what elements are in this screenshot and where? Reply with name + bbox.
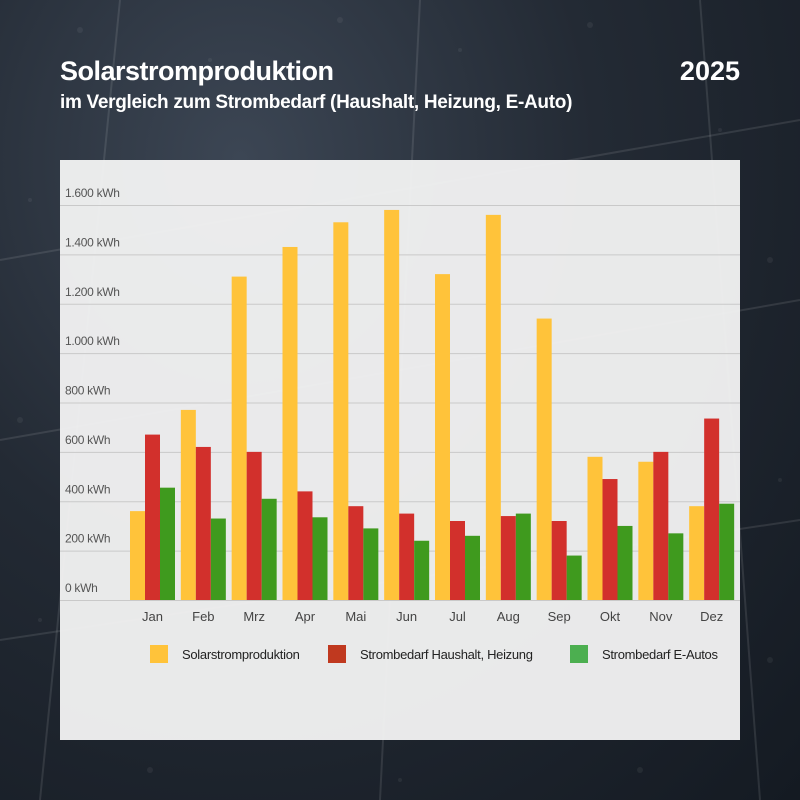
year-label: 2025 [679, 56, 740, 86]
bar-household-mai [348, 506, 364, 600]
bar-ev-mai [363, 528, 379, 600]
y-tick-label: 800 kWh [65, 384, 110, 398]
bar-solar-dez [689, 506, 705, 600]
x-tick-label: Nov [649, 609, 673, 624]
bar-chart: 0 kWh 200 kWh 400 kWh 600 kWh 800 kWh 1.000 k… [60, 186, 740, 624]
chart-panel: 0 kWh 200 kWh 400 kWh 600 kWh 800 kWh 1.000 k… [60, 160, 740, 740]
y-tick-label: 1.600 kWh [65, 186, 120, 200]
x-tick-label: Aug [497, 609, 520, 624]
chart-subtitle: im Vergleich zum Strombedarf (Haushalt, … [60, 92, 573, 113]
y-tick-label: 400 kWh [65, 482, 110, 496]
legend-label-household: Strombedarf Haushalt, Heizung [360, 646, 533, 662]
bar-solar-sep [536, 318, 552, 600]
bar-ev-okt [617, 525, 633, 600]
legend-swatch-solar [150, 645, 168, 663]
bar-household-jun [399, 513, 415, 600]
bar-ev-jan [160, 487, 175, 600]
bar-household-dez [704, 418, 720, 600]
bar-solar-jun [384, 209, 400, 600]
bar-solar-okt [587, 456, 603, 600]
x-tick-label: Jun [396, 609, 417, 624]
y-axis-ticks: 0 kWh 200 kWh 400 kWh 600 kWh 800 kWh 1.000 k… [65, 186, 120, 595]
bar-household-jan [145, 434, 160, 600]
x-tick-label: Okt [600, 609, 621, 624]
y-tick-label: 200 kWh [65, 532, 110, 546]
bar-household-jul [450, 521, 465, 600]
bar-household-feb [195, 446, 211, 600]
y-tick-label: 1.400 kWh [65, 235, 120, 249]
bar-solar-aug [485, 214, 501, 600]
bar-ev-nov [668, 533, 684, 600]
bar-household-aug [500, 516, 516, 600]
bar-solar-feb [180, 409, 196, 600]
legend: Solarstromproduktion Strombedarf Haushal… [150, 642, 740, 666]
x-tick-label: Sep [548, 609, 571, 624]
bar-solar-jul [435, 274, 450, 600]
x-tick-label: Mrz [243, 609, 265, 624]
x-tick-label: Jul [449, 609, 466, 624]
x-tick-label: Apr [295, 609, 316, 624]
x-tick-label: Mai [345, 609, 366, 624]
bar-ev-apr [312, 517, 328, 600]
bar-household-nov [653, 451, 669, 600]
bar-household-mrz [246, 451, 262, 600]
bar-ev-sep [566, 555, 582, 600]
legend-swatch-ev [570, 645, 588, 663]
x-tick-label: Feb [192, 609, 214, 624]
bar-ev-mrz [261, 498, 277, 600]
bar-ev-aug [515, 513, 531, 600]
legend-item-household: Strombedarf Haushalt, Heizung [328, 642, 533, 666]
y-tick-label: 1.200 kWh [65, 285, 120, 299]
chart-title: Solarstromproduktion [60, 56, 334, 86]
x-tick-label: Jan [142, 609, 163, 624]
bar-solar-nov [638, 461, 654, 600]
x-axis-ticks: Jan Feb Mrz Apr Mai Jun Jul Aug Sep Okt Nov Dez [142, 609, 723, 624]
bars [130, 209, 735, 600]
legend-label-ev: Strombedarf E-Autos [602, 646, 718, 662]
bar-household-sep [551, 521, 567, 600]
bar-solar-apr [282, 246, 298, 600]
y-tick-label: 0 kWh [65, 581, 98, 595]
y-tick-label: 600 kWh [65, 433, 110, 447]
bar-ev-jun [414, 540, 430, 600]
bar-solar-mrz [231, 276, 247, 600]
bar-household-okt [602, 479, 618, 600]
bar-solar-jan [130, 511, 145, 600]
legend-label-solar: Solarstromproduktion [182, 646, 300, 662]
bar-solar-mai [333, 222, 349, 600]
bar-ev-jul [465, 535, 480, 600]
bar-household-apr [297, 491, 313, 600]
y-tick-label: 1.000 kWh [65, 334, 120, 348]
legend-item-solar: Solarstromproduktion [150, 642, 300, 666]
legend-swatch-household [328, 645, 346, 663]
legend-item-ev: Strombedarf E-Autos [570, 642, 718, 666]
bar-ev-dez [719, 503, 735, 600]
x-tick-label: Dez [700, 609, 723, 624]
bar-ev-feb [210, 518, 226, 600]
